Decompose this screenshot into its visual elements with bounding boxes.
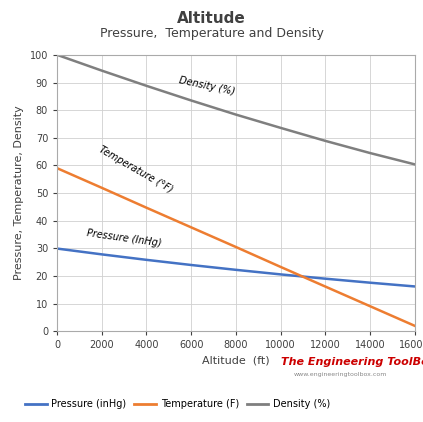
Text: The Engineering ToolBox: The Engineering ToolBox bbox=[281, 357, 423, 367]
Text: Temperature (°F): Temperature (°F) bbox=[97, 145, 175, 195]
Text: www.engineeringtoolbox.com: www.engineeringtoolbox.com bbox=[294, 372, 387, 377]
Text: Density (%): Density (%) bbox=[178, 75, 236, 97]
Text: Pressure,  Temperature and Density: Pressure, Temperature and Density bbox=[99, 27, 324, 41]
Y-axis label: Pressure, Temperature, Density: Pressure, Temperature, Density bbox=[14, 106, 24, 281]
Text: Pressure (InHg): Pressure (InHg) bbox=[86, 229, 162, 249]
Text: Altitude: Altitude bbox=[177, 11, 246, 26]
X-axis label: Altitude  (ft): Altitude (ft) bbox=[202, 356, 269, 366]
Legend: Pressure (inHg), Temperature (F), Density (%): Pressure (inHg), Temperature (F), Densit… bbox=[21, 395, 334, 413]
